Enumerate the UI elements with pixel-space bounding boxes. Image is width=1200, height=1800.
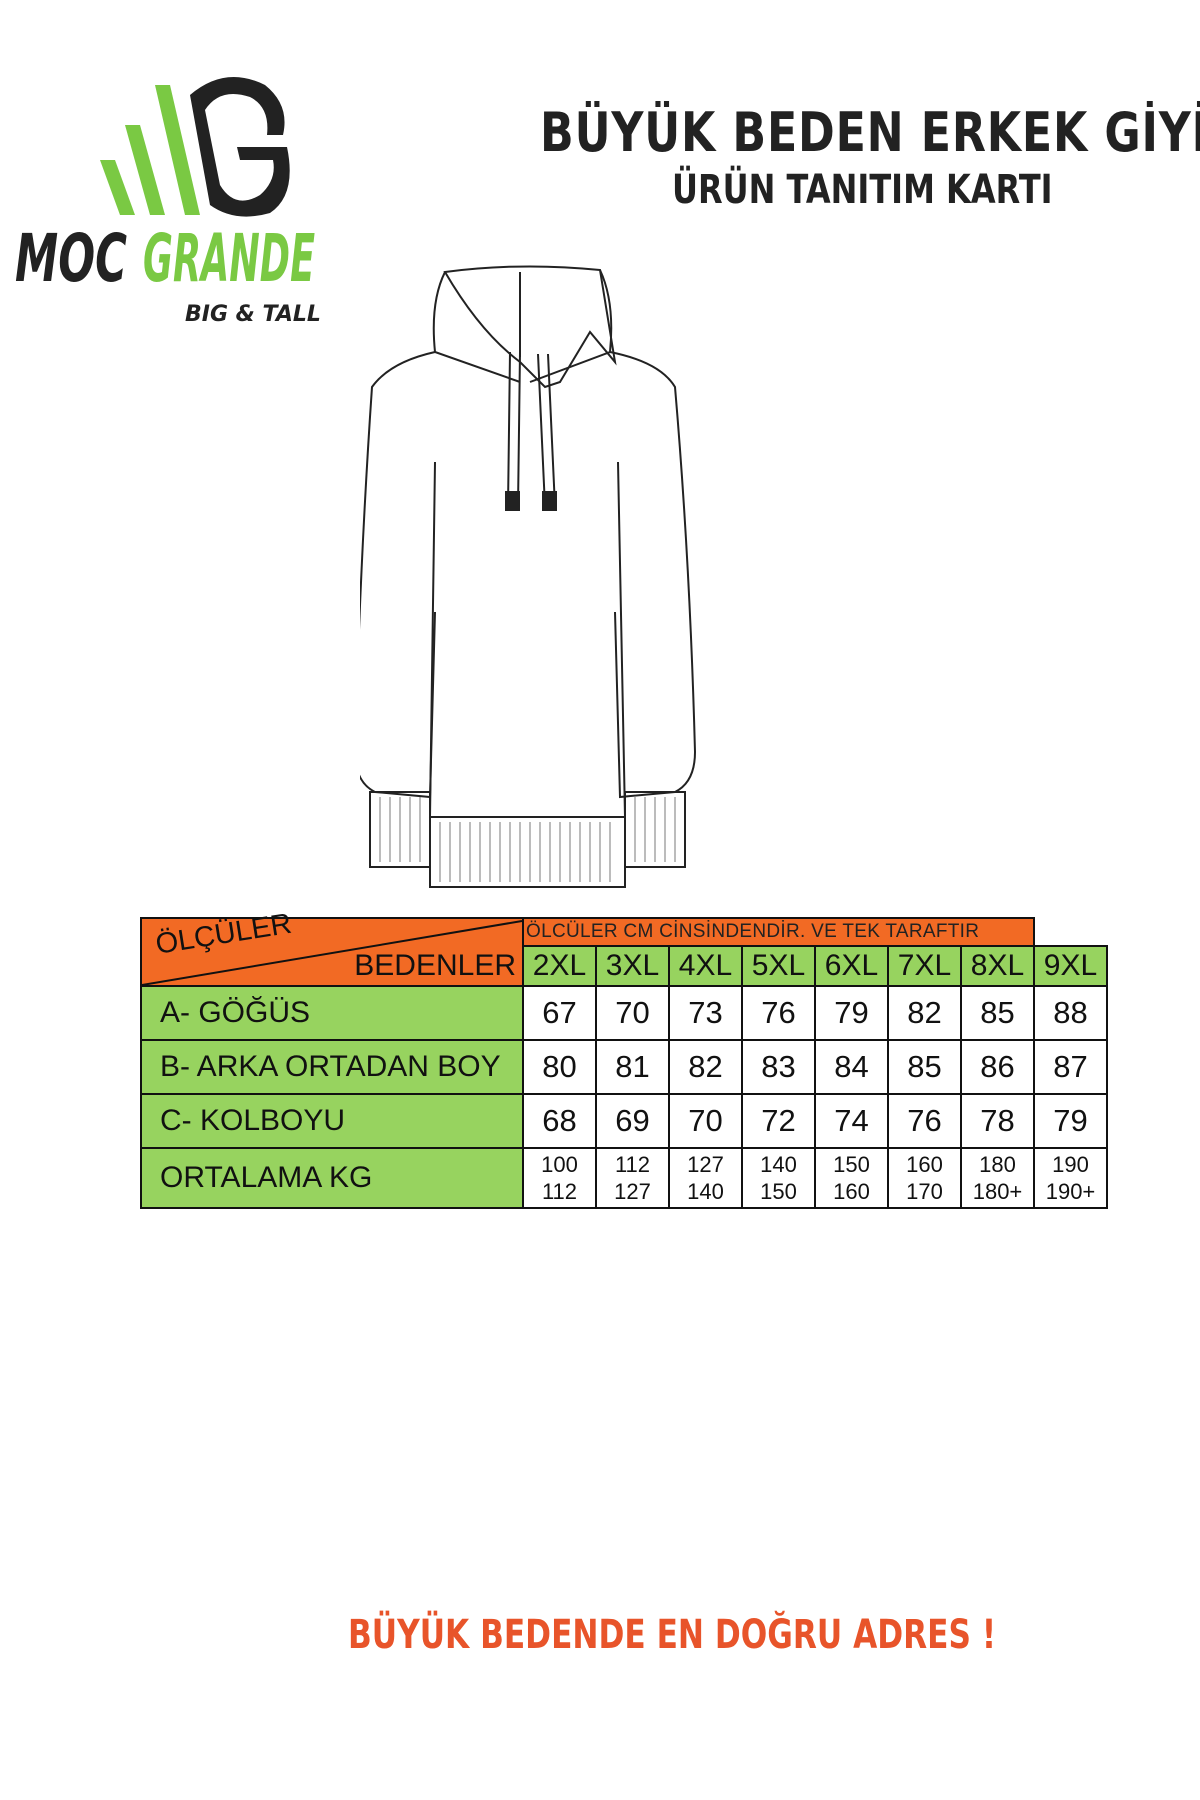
page-subtitle: ÜRÜN TANITIM KARTI	[672, 167, 1053, 213]
measurement-cell: 87	[1033, 1039, 1108, 1095]
measurement-cell: 82	[887, 985, 962, 1041]
sizes-label: BEDENLER	[354, 949, 516, 982]
measurement-cell: 82	[668, 1039, 743, 1095]
weight-range-cell: 100 112	[522, 1147, 597, 1209]
measurement-cell: 88	[1033, 985, 1108, 1041]
measurement-cell: 86	[960, 1039, 1035, 1095]
footer-slogan: BÜYÜK BEDENDE EN DOĞRU ADRES !	[348, 1612, 997, 1658]
size-chart-table: ÖLÇÜLER BEDENLER ÖLCÜLER CM CİNSİNDENDİR…	[140, 908, 1108, 1209]
measurement-cell: 74	[814, 1093, 889, 1149]
size-header-6xl: 6XL	[814, 945, 889, 987]
weight-max: 180+	[972, 1179, 1023, 1204]
size-header-7xl: 7XL	[887, 945, 962, 987]
measurement-cell: 85	[960, 985, 1035, 1041]
logo-tagline: BIG & TALL	[185, 302, 321, 327]
weight-min: 112	[614, 1152, 651, 1177]
weight-max: 150	[760, 1179, 797, 1204]
logo-text-dark: MOC	[15, 220, 127, 297]
weight-max: 112	[541, 1179, 578, 1204]
table-row: B- ARKA ORTADAN BOY 80 81 82 83 84 85 86 87	[140, 1039, 1108, 1095]
table-corner-header: ÖLÇÜLER BEDENLER	[140, 908, 524, 987]
measurement-cell: 84	[814, 1039, 889, 1095]
measurement-cell: 76	[887, 1093, 962, 1149]
weight-min: 150	[833, 1152, 870, 1177]
size-header-5xl: 5XL	[741, 945, 816, 987]
weight-min: 180	[979, 1152, 1016, 1177]
table-row-kg: ORTALAMA KG 100 112 112 127 127 140 140 150 150 16…	[140, 1147, 1108, 1209]
row-label: B- ARKA ORTADAN BOY	[140, 1039, 524, 1095]
size-header-3xl: 3XL	[595, 945, 670, 987]
weight-min: 100	[541, 1152, 578, 1177]
weight-min: 140	[760, 1152, 797, 1177]
weight-min: 160	[906, 1152, 943, 1177]
weight-min: 127	[687, 1152, 724, 1177]
row-label: A- GÖĞÜS	[140, 985, 524, 1041]
size-header-9xl: 9XL	[1033, 945, 1108, 987]
weight-range-cell: 180 180+	[960, 1147, 1035, 1209]
weight-range-cell: 150 160	[814, 1147, 889, 1209]
weight-range-cell: 127 140	[668, 1147, 743, 1209]
row-label: C- KOLBOYU	[140, 1093, 524, 1149]
unit-note: ÖLCÜLER CM CİNSİNDENDİR. VE TEK TARAFTIR	[522, 917, 1035, 947]
size-header-4xl: 4XL	[668, 945, 743, 987]
measurement-cell: 83	[741, 1039, 816, 1095]
row-label: ORTALAMA KG	[140, 1147, 524, 1209]
measurement-cell: 68	[522, 1093, 597, 1149]
weight-max: 160	[833, 1179, 870, 1204]
measurement-cell: 79	[1033, 1093, 1108, 1149]
measurement-cell: 76	[741, 985, 816, 1041]
weight-range-cell: 112 127	[595, 1147, 670, 1209]
page-title: BÜYÜK BEDEN ERKEK GİYİM	[540, 101, 1200, 164]
measurement-cell: 70	[595, 985, 670, 1041]
table-row: A- GÖĞÜS 67 70 73 76 79 82 85 88	[140, 985, 1108, 1041]
weight-max: 140	[687, 1179, 724, 1204]
measurement-cell: 81	[595, 1039, 670, 1095]
weight-max: 127	[614, 1179, 651, 1204]
measurement-cell: 70	[668, 1093, 743, 1149]
size-header-8xl: 8XL	[960, 945, 1035, 987]
measurement-cell: 73	[668, 985, 743, 1041]
weight-range-cell: 140 150	[741, 1147, 816, 1209]
weight-min: 190	[1052, 1152, 1089, 1177]
table-row: C- KOLBOYU 68 69 70 72 74 76 78 79	[140, 1093, 1108, 1149]
measurement-cell: 79	[814, 985, 889, 1041]
hoodie-illustration	[360, 265, 697, 888]
logo-text-green: GRANDE	[143, 220, 315, 297]
measurement-cell: 85	[887, 1039, 962, 1095]
measurement-cell: 69	[595, 1093, 670, 1149]
measurement-cell: 72	[741, 1093, 816, 1149]
size-header-2xl: 2XL	[522, 945, 597, 987]
moc-grande-logo: MOC GRANDE BIG & TALL	[15, 77, 321, 327]
weight-max: 170	[906, 1179, 943, 1204]
weight-range-cell: 160 170	[887, 1147, 962, 1209]
weight-max: 190+	[1045, 1179, 1096, 1204]
diagonal-divider	[142, 920, 523, 986]
measurement-cell: 78	[960, 1093, 1035, 1149]
weight-range-cell: 190 190+	[1033, 1147, 1108, 1209]
measurement-cell: 67	[522, 985, 597, 1041]
measurement-cell: 80	[522, 1039, 597, 1095]
